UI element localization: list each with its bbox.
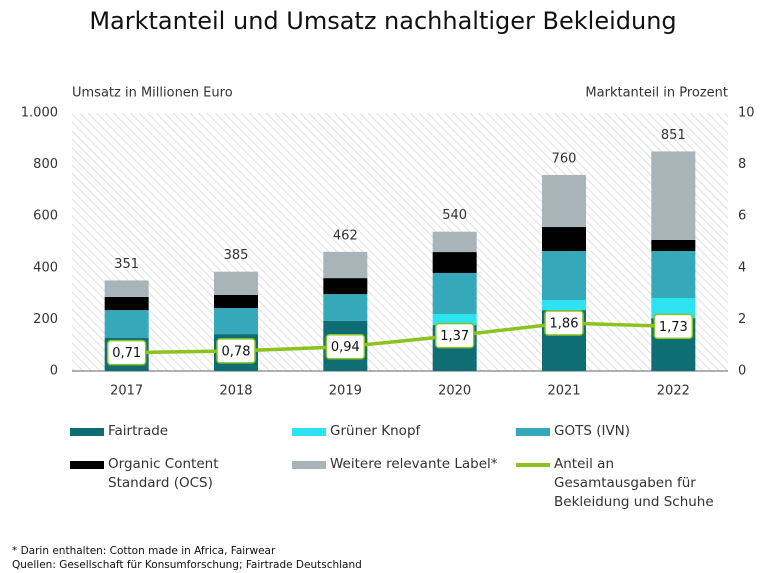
footnote: * Darin enthalten: Cotton made in Africa… — [12, 545, 276, 557]
value-label: 1,86 — [550, 317, 579, 332]
y-axis-label: Umsatz in Millionen Euro — [72, 86, 233, 101]
bar-segment — [651, 239, 696, 252]
y-tick-label: 600 — [33, 209, 58, 224]
value-label-box — [434, 322, 475, 349]
value-label: 0,94 — [331, 340, 360, 355]
legend-swatch — [292, 461, 326, 469]
y-tick-label: 1.000 — [21, 106, 58, 121]
y2-axis-label: Marktanteil in Prozent — [585, 86, 728, 101]
bar-segment — [542, 174, 586, 228]
value-label-box — [544, 310, 584, 336]
total-label: 351 — [114, 257, 139, 272]
bar-segment — [432, 231, 477, 253]
bar-segment — [214, 308, 258, 335]
value-label: 1,37 — [440, 329, 469, 344]
y-tick-label: 400 — [33, 260, 58, 275]
bar-segment — [214, 294, 258, 309]
y2-tick-label: 4 — [738, 260, 746, 275]
bar-segment — [214, 271, 258, 295]
bar-segment — [651, 297, 696, 319]
bar-segment — [542, 300, 586, 311]
legend-label: Organic Content Standard (OCS) — [108, 456, 219, 491]
y-tick-label: 0 — [50, 364, 58, 379]
legend-item: Weitere relevante Label* — [292, 455, 516, 512]
legend: Fairtrade Grüner Knopf GOTS (IVN) Organic C… — [70, 422, 760, 512]
plot-background — [72, 113, 728, 371]
legend-label: Weitere relevante Label* — [330, 456, 498, 472]
bar-segment — [432, 252, 477, 273]
legend-swatch — [70, 461, 104, 469]
bar-segment — [542, 227, 586, 252]
value-label: 0,78 — [222, 344, 251, 359]
legend-swatch — [292, 428, 326, 436]
bar-segment — [323, 278, 368, 295]
bar-segment — [104, 310, 149, 338]
legend-swatch — [516, 428, 550, 436]
value-label-box — [216, 338, 256, 364]
y2-tick-label: 0 — [738, 364, 746, 379]
bar-segment — [542, 251, 586, 301]
bar-segment — [651, 251, 696, 298]
x-tick-label: 2017 — [110, 384, 143, 399]
y2-tick-label: 8 — [738, 157, 746, 172]
x-tick-label: 2020 — [438, 384, 471, 399]
legend-item: GOTS (IVN) — [516, 422, 756, 441]
bar-segment — [323, 294, 368, 321]
y2-tick-label: 6 — [738, 209, 746, 224]
value-label-box — [106, 339, 147, 366]
legend-item: Organic Content Standard (OCS) — [70, 455, 292, 512]
footnotes: * Darin enthalten: Cotton made in Africa… — [12, 544, 362, 572]
legend-label: GOTS (IVN) — [554, 423, 631, 439]
chart-title: Marktanteil und Umsatz nachhaltiger Bekl… — [89, 7, 676, 35]
bar-segment — [432, 313, 477, 326]
y-tick-label: 200 — [33, 312, 58, 327]
value-label-box — [325, 333, 366, 360]
value-label-box — [653, 313, 694, 340]
x-tick-label: 2021 — [547, 384, 580, 399]
x-tick-label: 2019 — [329, 384, 362, 399]
legend-swatch — [516, 463, 550, 467]
bar-segment — [651, 151, 696, 240]
total-label: 851 — [661, 128, 686, 143]
chart: Marktanteil und Umsatz nachhaltiger Bekl… — [21, 7, 755, 399]
legend-swatch — [70, 428, 104, 436]
total-label: 462 — [333, 228, 358, 243]
footnote: Quellen: Gesellschaft für Konsumforschun… — [12, 559, 362, 571]
y2-tick-label: 2 — [738, 312, 746, 327]
total-label: 540 — [442, 208, 467, 223]
legend-item: Fairtrade — [70, 422, 292, 441]
value-label: 1,73 — [659, 320, 688, 335]
legend-label: Anteil an Gesamtausgaben für Bekleidung … — [554, 456, 714, 510]
legend-item: Anteil an Gesamtausgaben für Bekleidung … — [516, 455, 756, 512]
x-tick-label: 2022 — [657, 384, 690, 399]
bar-segment — [104, 296, 149, 311]
x-tick-label: 2018 — [219, 384, 252, 399]
total-label: 760 — [552, 151, 577, 166]
legend-label: Fairtrade — [108, 423, 169, 439]
y-tick-label: 800 — [33, 157, 58, 172]
legend-label: Grüner Knopf — [330, 423, 421, 439]
legend-item: Grüner Knopf — [292, 422, 516, 441]
value-label: 0,71 — [112, 346, 141, 361]
y2-tick-label: 10 — [738, 106, 755, 121]
total-label: 385 — [224, 248, 249, 263]
bar-segment — [432, 272, 477, 314]
bar-segment — [323, 251, 368, 279]
bar-segment — [104, 280, 149, 297]
